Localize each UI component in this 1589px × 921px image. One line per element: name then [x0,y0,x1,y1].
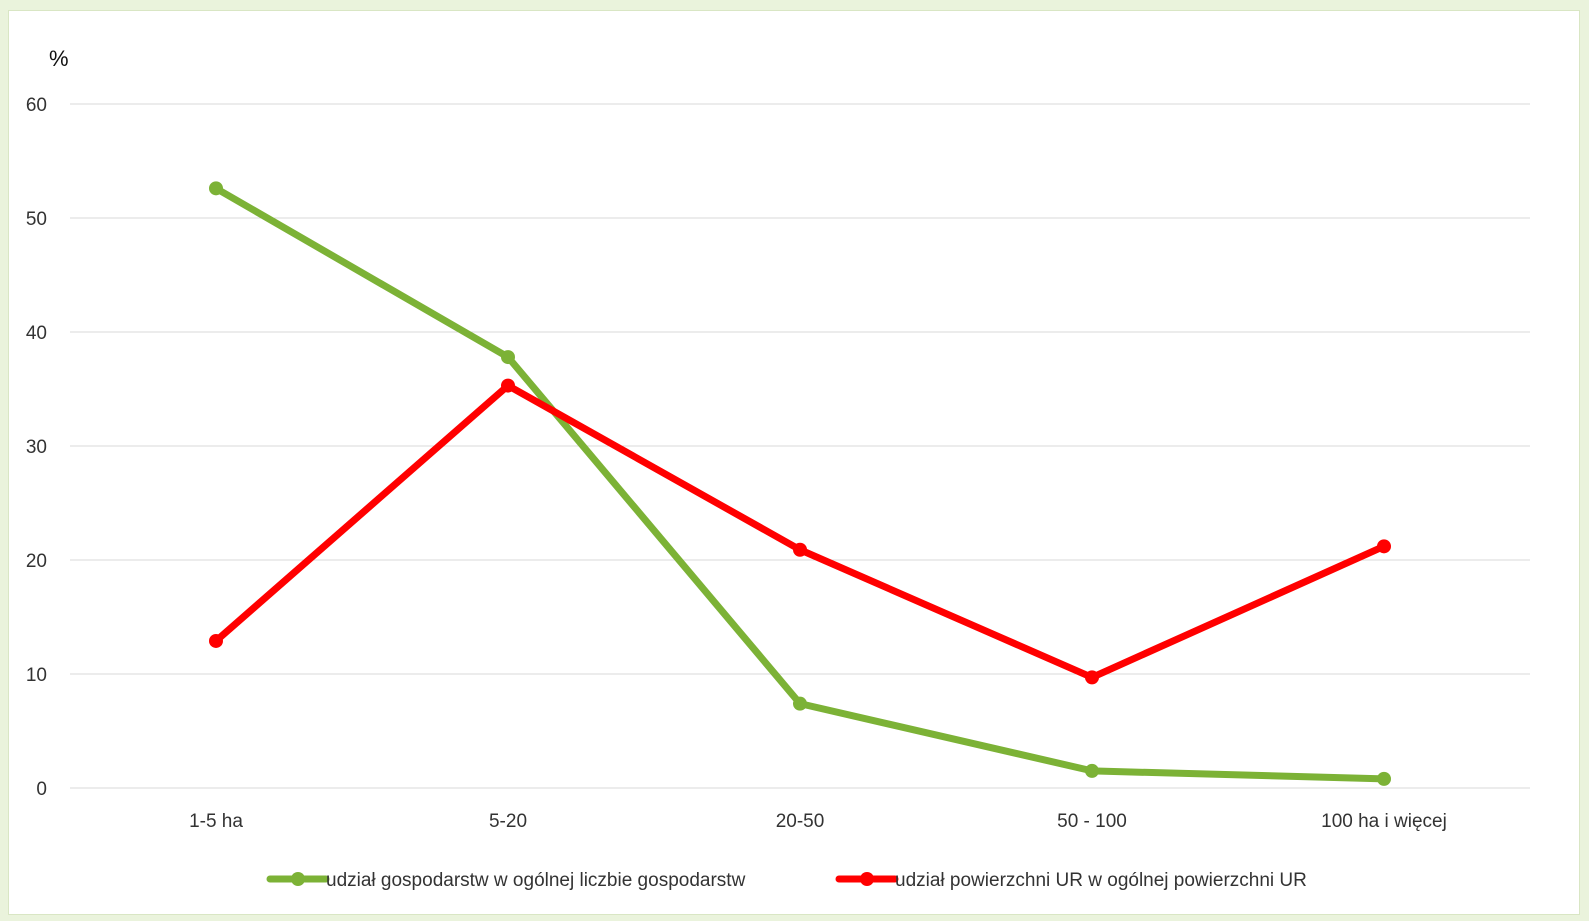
x-tick-label: 50 - 100 [1057,811,1127,832]
y-tick-label: 60 [26,95,47,116]
data-point [1085,670,1099,685]
y-axis-title: % [49,46,69,71]
series-1 [209,181,1391,786]
data-point [501,378,515,393]
gridlines [70,103,1530,789]
x-tick-labels: 1-5 ha 5-20 20-50 50 - 100 100 ha i więcej [189,811,1447,832]
data-point [1377,771,1391,786]
legend-label: udział powierzchni UR w ogólnej powierzc… [895,870,1307,891]
x-tick-label: 5-20 [489,811,527,832]
y-tick-label: 50 [26,209,47,230]
data-point [793,696,807,711]
chart-frame [8,10,1580,915]
data-point [793,542,807,557]
legend-marker [860,872,874,886]
data-point [1085,763,1099,778]
data-point [501,350,515,365]
x-tick-label: 100 ha i więcej [1321,811,1447,832]
y-tick-label: 20 [26,551,47,572]
legend: udział gospodarstw w ogólnej liczbie gos… [266,870,1307,891]
y-tick-label: 40 [26,323,47,344]
y-tick-labels: 0 10 20 30 40 50 60 [26,95,47,800]
series-2 [209,378,1391,685]
data-point [209,633,223,648]
x-tick-label: 1-5 ha [189,811,243,832]
data-point [209,181,223,196]
series-group [209,181,1391,786]
y-tick-label: 0 [36,779,47,800]
data-point [1377,539,1391,554]
x-tick-label: 20-50 [776,811,825,832]
legend-item-1: udział gospodarstw w ogólnej liczbie gos… [266,870,746,891]
legend-label: udział gospodarstw w ogólnej liczbie gos… [326,870,746,891]
legend-item-2: udział powierzchni UR w ogólnej powierzc… [835,870,1307,891]
series-line [212,382,1388,681]
y-tick-label: 10 [26,665,47,686]
y-tick-label: 30 [26,437,47,458]
legend-marker [291,872,305,886]
